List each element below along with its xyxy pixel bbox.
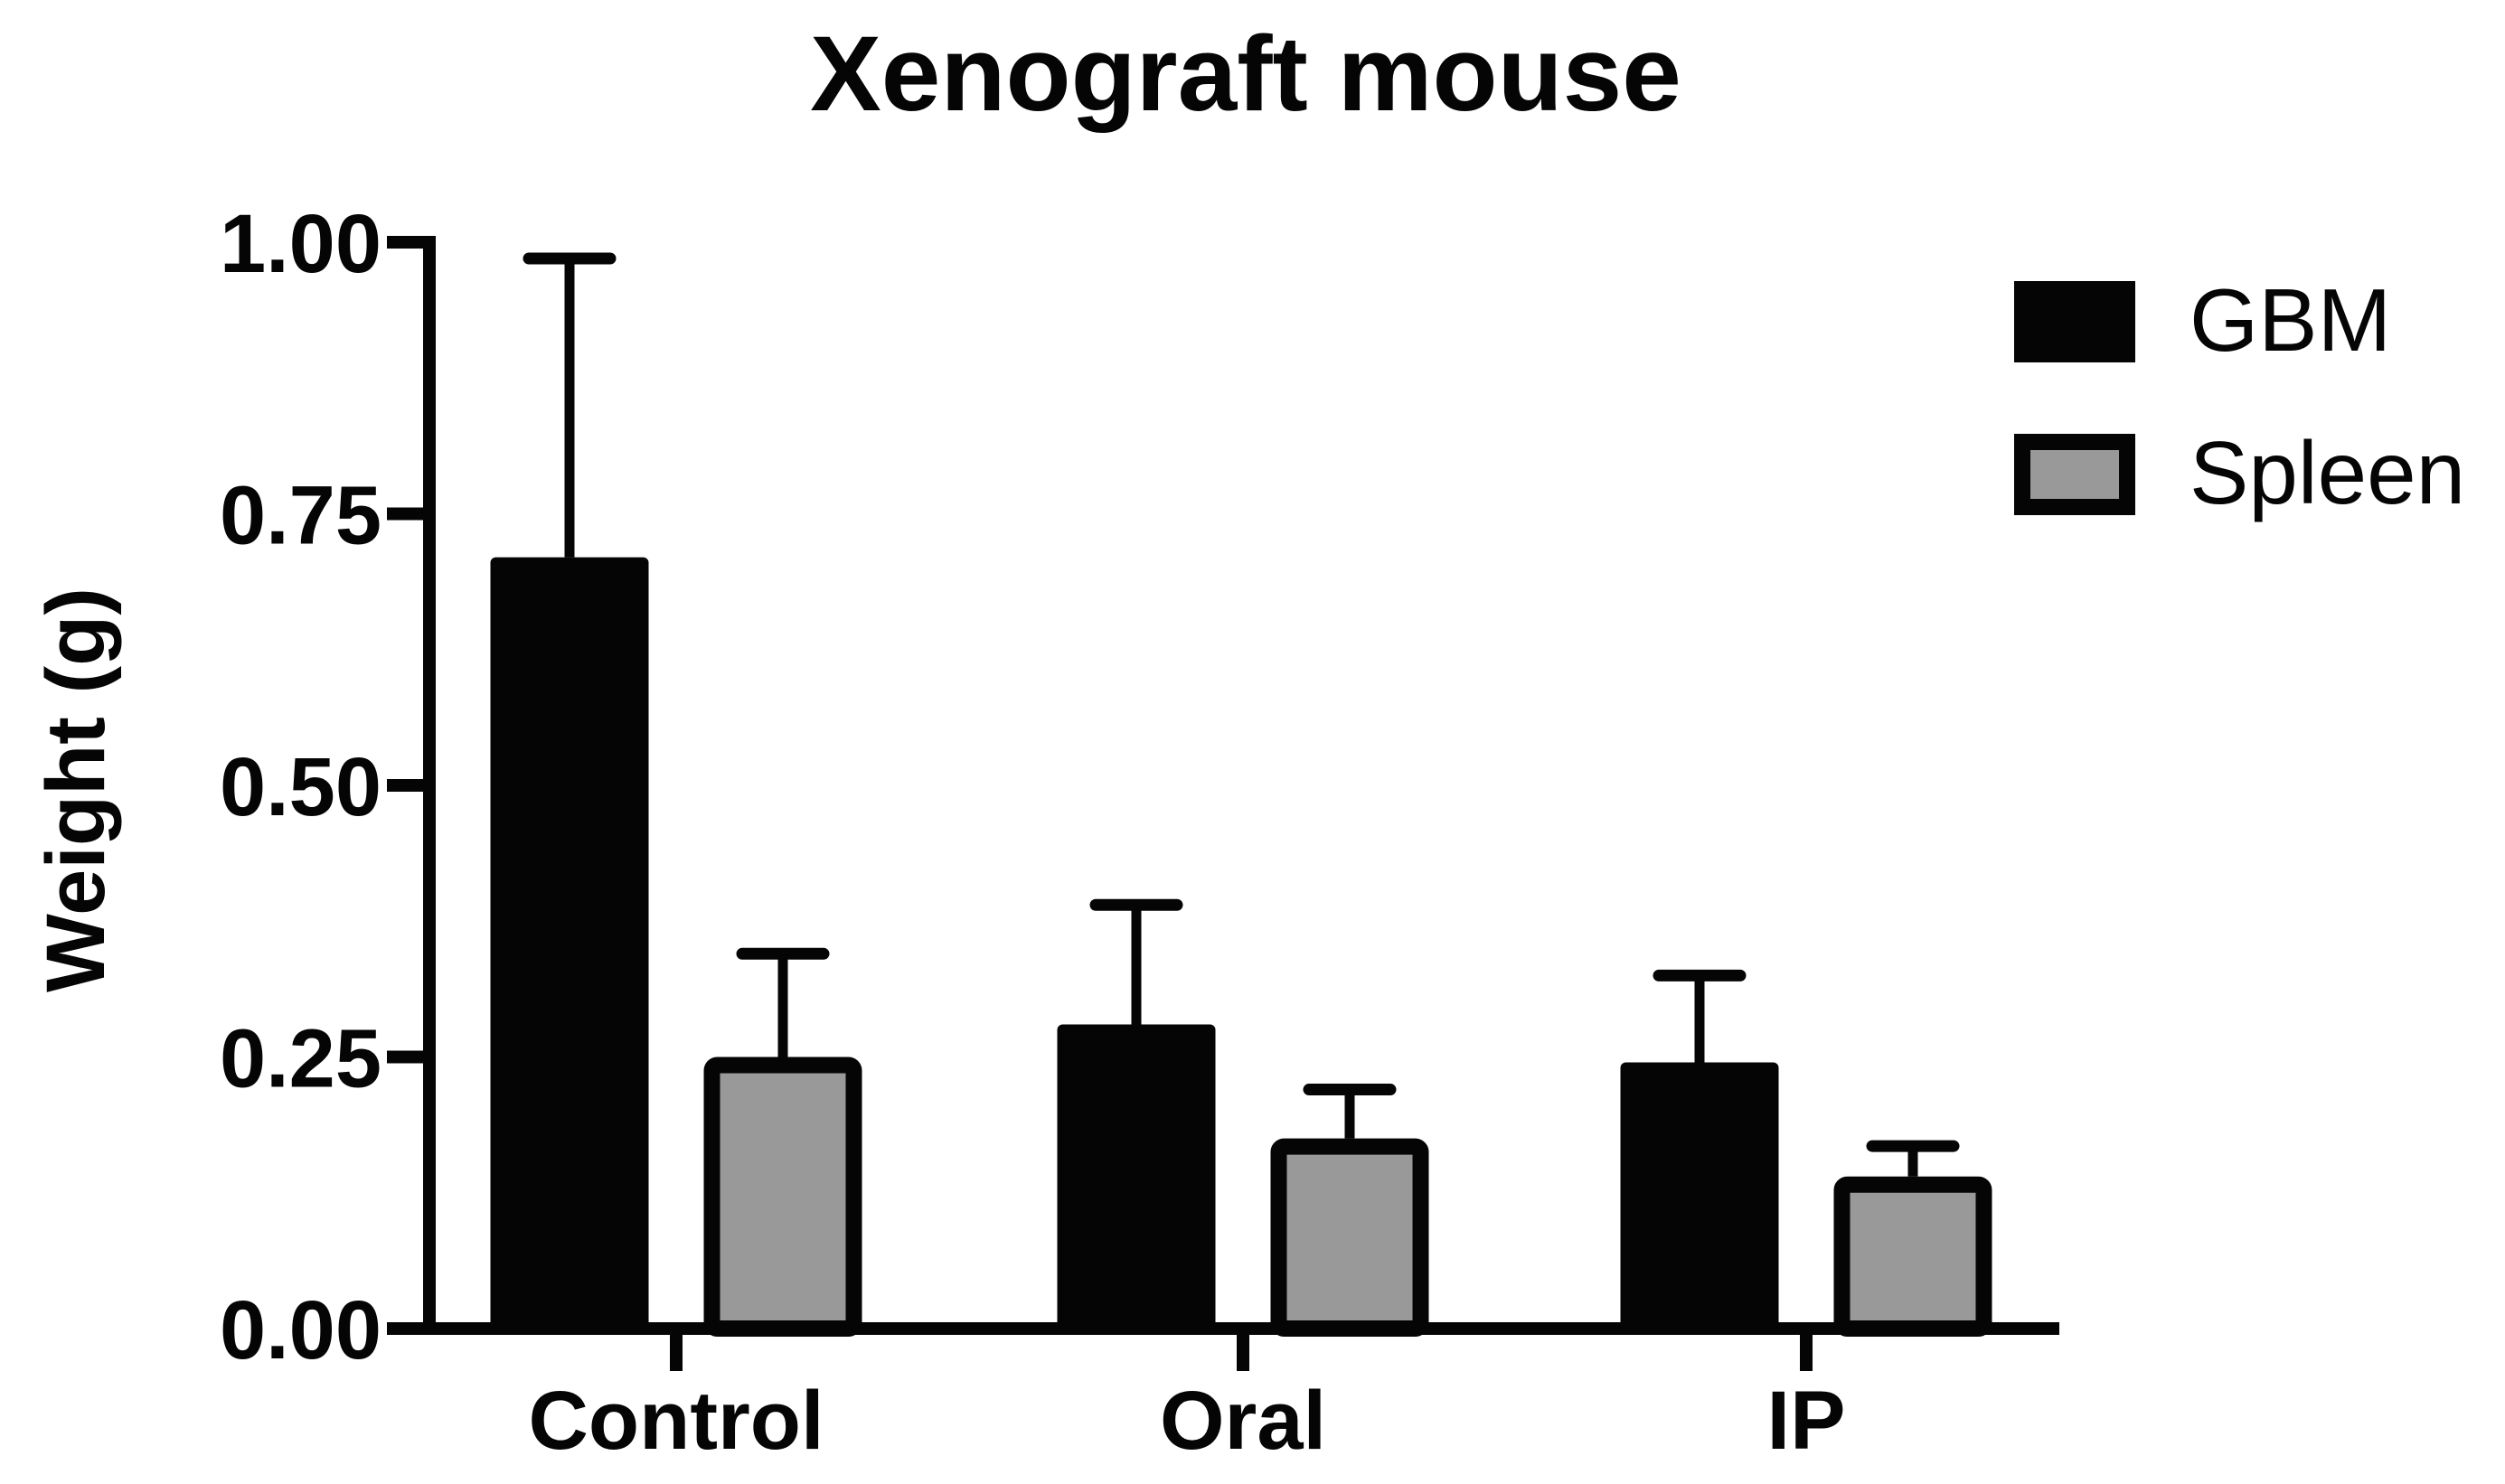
- legend: GBM Spleen: [2014, 270, 2465, 522]
- bar-rect: [1057, 1024, 1216, 1329]
- bar-rect: [1833, 1176, 1992, 1337]
- bar-rect: [1620, 1062, 1779, 1329]
- bar-gbm-control: [490, 252, 649, 1329]
- bar-spleen-oral: [1270, 1084, 1429, 1338]
- bars: [490, 252, 1992, 1338]
- bar-rect: [1270, 1138, 1429, 1338]
- legend-label-gbm: GBM: [2190, 270, 2391, 370]
- legend-item-gbm: GBM: [2014, 270, 2391, 370]
- y-tick-label: 0.75: [220, 470, 381, 562]
- y-tick-label: 0.00: [220, 1284, 381, 1376]
- x-tick-label-ip: IP: [1767, 1375, 1846, 1467]
- chart-title: Xenograft mouse: [810, 14, 1681, 134]
- legend-swatch-gbm-icon: [2014, 281, 2135, 362]
- bar-spleen-control: [703, 947, 862, 1337]
- y-tick-label: 0.50: [220, 741, 381, 833]
- bar-spleen-ip: [1833, 1140, 1992, 1337]
- legend-label-spleen: Spleen: [2190, 423, 2465, 522]
- x-tick-label-control: Control: [528, 1375, 824, 1467]
- x-tick-label-oral: Oral: [1160, 1375, 1326, 1467]
- y-axis: 0.00 0.25 0.50 0.75 1.00: [220, 198, 436, 1376]
- legend-swatch-spleen-icon: [2014, 434, 2135, 515]
- x-axis: Control Oral IP: [423, 1322, 2059, 1467]
- y-tick-label: 0.25: [220, 1013, 381, 1105]
- y-axis-title: Weight (g): [30, 587, 122, 992]
- y-tick-label: 1.00: [220, 198, 381, 290]
- bar-rect: [703, 1057, 862, 1337]
- legend-item-spleen: Spleen: [2014, 423, 2465, 522]
- bar-gbm-ip: [1620, 969, 1779, 1329]
- bar-rect: [490, 557, 649, 1329]
- bar-gbm-oral: [1057, 898, 1216, 1329]
